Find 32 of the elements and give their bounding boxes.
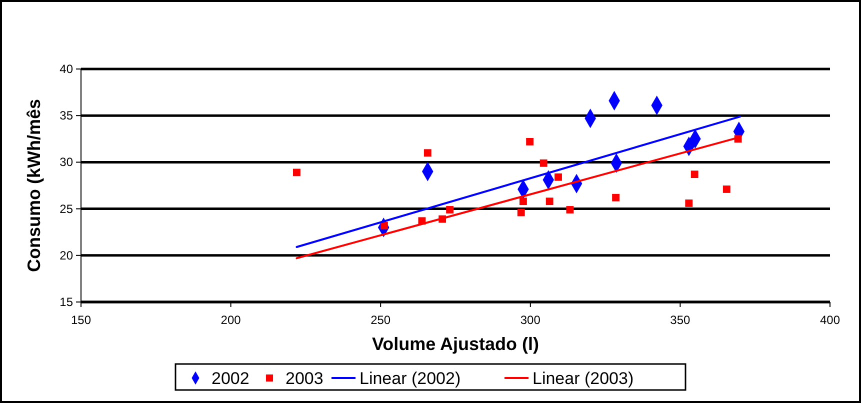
point bbox=[546, 198, 554, 206]
y-tick-label: 20 bbox=[60, 248, 74, 262]
y-tick-label: 15 bbox=[60, 295, 74, 309]
point bbox=[554, 173, 562, 181]
point bbox=[685, 200, 693, 207]
point bbox=[722, 186, 730, 193]
x-tick-label: 300 bbox=[520, 313, 541, 327]
point bbox=[690, 170, 698, 178]
x-tick-label: 350 bbox=[670, 313, 691, 327]
point bbox=[526, 138, 534, 146]
x-tick-label: 400 bbox=[820, 313, 840, 327]
y-tick-label: 25 bbox=[60, 202, 74, 216]
legend-label: 2003 bbox=[286, 369, 324, 388]
point bbox=[520, 198, 527, 206]
point bbox=[566, 206, 574, 214]
point bbox=[446, 206, 454, 214]
legend-label: Linear (2003) bbox=[532, 369, 634, 388]
legend-label: Linear (2002) bbox=[360, 369, 461, 388]
x-axis-title: Volume Ajustado (l) bbox=[372, 334, 540, 354]
y-tick-label: 30 bbox=[60, 155, 74, 170]
point bbox=[540, 159, 548, 167]
x-tick-label: 150 bbox=[70, 313, 92, 327]
y-axis-title: Consumo (kWh/mês bbox=[24, 98, 44, 272]
point bbox=[612, 194, 620, 202]
x-tick-label: 250 bbox=[370, 313, 391, 327]
x-tick-label: 200 bbox=[220, 313, 242, 327]
point bbox=[293, 168, 300, 176]
point bbox=[424, 149, 432, 157]
point bbox=[517, 208, 525, 216]
y-tick-label: 35 bbox=[60, 108, 74, 123]
legend-label: 2002 bbox=[212, 369, 250, 388]
y-tick-label: 40 bbox=[60, 62, 74, 76]
